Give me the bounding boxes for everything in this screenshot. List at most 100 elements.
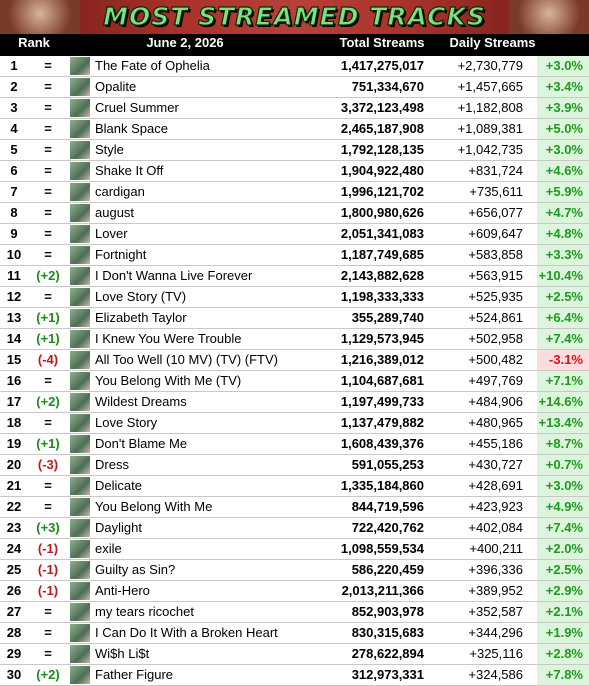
table-row: 1 = The Fate of Ophelia 1,417,275,017 +2,730…	[0, 56, 589, 77]
rank-change: =	[44, 499, 52, 514]
table-row: 12 = Love Story (TV) 1,198,333,333 +525,935 +…	[0, 287, 589, 308]
total-streams: 1,417,275,017	[340, 58, 424, 73]
rank-change: =	[44, 415, 52, 430]
total-streams: 355,289,740	[351, 310, 424, 325]
table-row: 13 (+1) Elizabeth Taylor 355,289,740 +524,86…	[0, 308, 589, 329]
track-name: Cruel Summer	[95, 100, 179, 115]
rank-change: =	[44, 226, 52, 241]
track-name: Guilty as Sin?	[95, 562, 176, 577]
track-name: Don't Blame Me	[95, 436, 188, 451]
total-streams: 1,216,389,012	[340, 352, 424, 367]
rank-change: =	[44, 121, 52, 136]
track-name: The Fate of Ophelia	[95, 58, 210, 73]
daily-streams: +563,915	[468, 268, 523, 283]
daily-streams: +500,482	[468, 352, 523, 367]
track-name: I Knew You Were Trouble	[95, 331, 242, 346]
daily-streams: +525,935	[468, 289, 523, 304]
table-row: 15 (-4) All Too Well (10 MV) (TV) (FTV) 1,2…	[0, 350, 589, 371]
cover-thumbnail	[70, 267, 90, 285]
daily-streams: +389,952	[468, 583, 523, 598]
rank: 24	[6, 541, 22, 556]
total-streams: 1,800,980,626	[340, 205, 424, 220]
cover-thumbnail	[70, 603, 90, 621]
table-row: 4 = Blank Space 2,465,187,908 +1,089,381 +5.0…	[0, 119, 589, 140]
track-name: Opalite	[95, 79, 137, 94]
track-name: I Can Do It With a Broken Heart	[95, 625, 278, 640]
table-row: 2 = Opalite 751,334,670 +1,457,665 +3.4%	[0, 77, 589, 98]
banner: MOST STREAMED TRACKS	[0, 0, 589, 34]
track-name: my tears ricochet	[95, 604, 194, 619]
column-header: June 2, 2026	[146, 35, 224, 50]
daily-streams: +396,336	[468, 562, 523, 577]
total-streams: 1,098,559,534	[340, 541, 424, 556]
cover-thumbnail	[70, 330, 90, 348]
cover-thumbnail	[70, 309, 90, 327]
rank: 15	[6, 352, 22, 367]
rank-change: =	[44, 604, 52, 619]
table-row: 19 (+1) Don't Blame Me 1,608,439,376 +455,18…	[0, 434, 589, 455]
daily-change: +3.3%	[537, 245, 589, 265]
total-streams: 1,608,439,376	[340, 436, 424, 451]
rank: 17	[6, 394, 22, 409]
daily-streams: +352,587	[468, 604, 523, 619]
cover-thumbnail	[70, 204, 90, 222]
daily-change: +2.5%	[537, 560, 589, 580]
cover-thumbnail	[70, 624, 90, 642]
daily-streams: +831,724	[468, 163, 523, 178]
total-streams: 1,187,749,685	[340, 247, 424, 262]
cover-thumbnail	[70, 477, 90, 495]
track-name: Wildest Dreams	[95, 394, 187, 409]
daily-streams: +2,730,779	[457, 58, 523, 73]
cover-thumbnail	[70, 393, 90, 411]
daily-change: -3.1%	[537, 350, 589, 370]
daily-streams: +656,077	[468, 205, 523, 220]
daily-change: +7.8%	[537, 665, 589, 685]
table-header: Rank June 2, 2026 Total Streams Daily St…	[0, 34, 589, 56]
track-name: Blank Space	[95, 121, 168, 136]
cover-thumbnail	[70, 519, 90, 537]
daily-streams: +1,182,808	[457, 100, 523, 115]
daily-streams: +423,923	[468, 499, 523, 514]
track-name: august	[95, 205, 135, 220]
daily-streams: +402,084	[468, 520, 523, 535]
banner-photo	[0, 0, 80, 34]
rank: 8	[10, 205, 18, 220]
daily-streams: +325,116	[469, 646, 523, 661]
table-row: 30 (+2) Father Figure 312,973,331 +324,586 +7…	[0, 665, 589, 686]
cover-thumbnail	[70, 78, 90, 96]
daily-streams: +344,296	[468, 625, 523, 640]
rank-change: (+2)	[36, 667, 60, 682]
track-name: Elizabeth Taylor	[95, 310, 187, 325]
rank-change: =	[44, 373, 52, 388]
track-name: All Too Well (10 MV) (TV) (FTV)	[95, 352, 278, 367]
rank-change: =	[44, 247, 52, 262]
cover-thumbnail	[70, 351, 90, 369]
table-row: 18 = Love Story 1,137,479,882 +480,965 +13.4%	[0, 413, 589, 434]
daily-change: +0.7%	[537, 455, 589, 475]
cover-thumbnail	[70, 288, 90, 306]
daily-change: +2.0%	[537, 539, 589, 559]
rank: 27	[6, 604, 22, 619]
rank: 23	[6, 520, 22, 535]
track-name: You Belong With Me (TV)	[95, 373, 242, 388]
daily-change: +5.9%	[537, 182, 589, 202]
daily-change: +2.1%	[537, 602, 589, 622]
total-streams: 586,220,459	[351, 562, 424, 577]
column-header: Daily Streams	[449, 35, 536, 50]
daily-streams: +497,769	[468, 373, 523, 388]
column-header: Rank	[18, 35, 50, 50]
table-row: 17 (+2) Wildest Dreams 1,197,499,733 +484,90…	[0, 392, 589, 413]
track-name: I Don't Wanna Live Forever	[95, 268, 253, 283]
rank: 10	[6, 247, 22, 262]
rank: 6	[10, 163, 18, 178]
rank-change: (-4)	[37, 352, 59, 367]
rank: 5	[10, 142, 18, 157]
cover-thumbnail	[70, 582, 90, 600]
cover-thumbnail	[70, 120, 90, 138]
track-name: Wi$h Li$t	[95, 646, 150, 661]
daily-streams: +455,186	[468, 436, 523, 451]
track-name: exile	[95, 541, 122, 556]
cover-thumbnail	[70, 57, 90, 75]
rank-change: =	[44, 142, 52, 157]
total-streams: 1,792,128,135	[340, 142, 424, 157]
